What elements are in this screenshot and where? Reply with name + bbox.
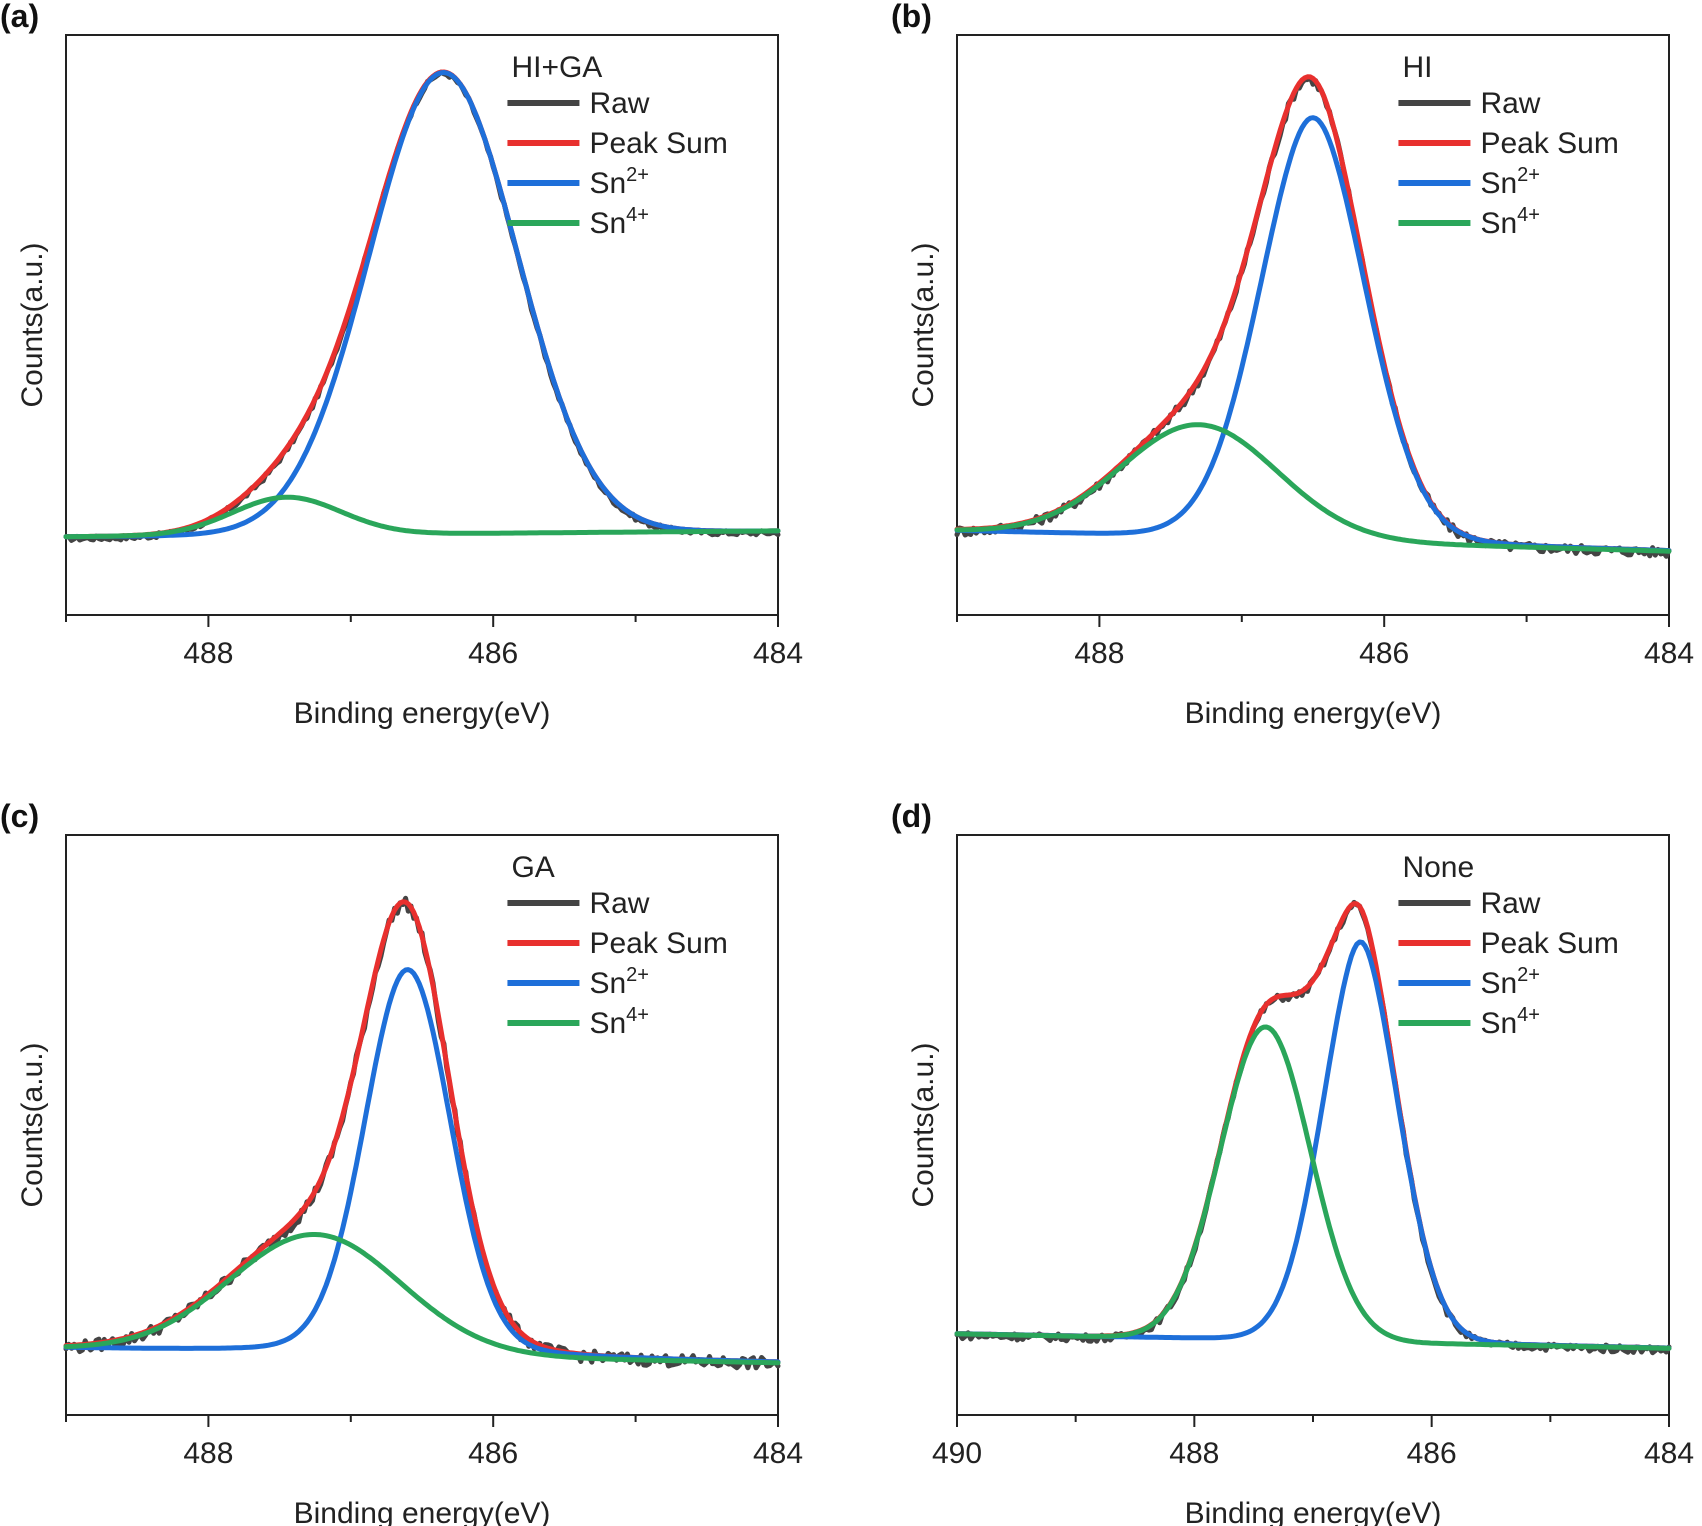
x-tick-label: 486: [468, 1437, 518, 1470]
panel-c: 488 486 484 Binding energy(eV) Counts(a.u.) (…: [0, 798, 803, 1526]
panel-b: 488 486 484 Binding energy(eV) Counts(a.u.) (…: [891, 0, 1694, 730]
panel-label: (c): [0, 798, 39, 834]
x-tick-label: 486: [1407, 1437, 1457, 1470]
plot-frame: [65, 34, 779, 616]
raw-series-line: [954, 899, 1672, 1356]
sn4-series-line: [63, 1232, 781, 1366]
y-axis-label: Counts(a.u.): [907, 242, 940, 407]
x-tick-label: 486: [1359, 637, 1409, 670]
x-tick-label: 488: [1169, 1437, 1219, 1470]
x-tick-label: 490: [932, 1437, 982, 1470]
legend-title: None: [1402, 851, 1474, 884]
legend-entry: Sn2+: [589, 964, 649, 1000]
legend-entry: Sn4+: [1480, 204, 1540, 240]
x-tick-label: 488: [183, 637, 233, 670]
sn4-series-line: [954, 1024, 1672, 1351]
x-axis-label: Binding energy(eV): [1185, 697, 1442, 730]
panel-label: (d): [891, 798, 932, 834]
x-tick-label: 488: [183, 1437, 233, 1470]
legend-title: GA: [511, 851, 554, 884]
x-axis-label: Binding energy(eV): [1185, 1497, 1442, 1526]
legend-entry: Sn2+: [1480, 164, 1540, 200]
legend-entry: Peak Sum: [589, 927, 727, 960]
sn2-series-line: [954, 115, 1672, 554]
plot-frame: [956, 834, 1670, 1416]
y-axis-label: Counts(a.u.): [16, 1042, 49, 1207]
peak-sum-series-line: [954, 901, 1672, 1351]
panel-label: (b): [891, 0, 932, 34]
sn2-series-line: [954, 939, 1672, 1351]
panel-d: 490 488 486 484 Binding energy(eV) Counts(a.u…: [891, 798, 1694, 1526]
legend-entry: Peak Sum: [589, 127, 727, 160]
legend-entry: Sn2+: [1480, 964, 1540, 1000]
legend-entry: Sn4+: [589, 1004, 649, 1040]
sn2-series-line: [63, 70, 781, 540]
raw-series-line: [63, 895, 781, 1371]
legend-entry: Raw: [589, 887, 649, 920]
panel-label: (a): [0, 0, 39, 34]
legend-title: HI: [1402, 51, 1432, 84]
x-tick-label: 484: [753, 637, 803, 670]
legend-entry: Sn4+: [589, 204, 649, 240]
sn4-series-line: [954, 422, 1672, 554]
plot-frame: [956, 34, 1670, 616]
legend-entry: Raw: [1480, 87, 1540, 120]
legend-entry: Sn2+: [589, 164, 649, 200]
peak-sum-series-line: [63, 899, 781, 1365]
x-tick-label: 488: [1074, 637, 1124, 670]
legend-entry: Raw: [1480, 887, 1540, 920]
x-tick-label: 484: [753, 1437, 803, 1470]
legend-entry: Peak Sum: [1480, 127, 1618, 160]
y-axis-label: Counts(a.u.): [907, 1042, 940, 1207]
x-tick-label: 486: [468, 637, 518, 670]
legend-entry: Sn4+: [1480, 1004, 1540, 1040]
y-axis-label: Counts(a.u.): [16, 242, 49, 407]
legend-entry: Raw: [589, 87, 649, 120]
x-axis-label: Binding energy(eV): [294, 697, 551, 730]
legend-title: HI+GA: [511, 51, 602, 84]
panel-a: 488 486 484 Binding energy(eV) Counts(a.u.) (…: [0, 0, 803, 730]
legend-entry: Peak Sum: [1480, 927, 1618, 960]
plot-frame: [65, 834, 779, 1416]
x-tick-label: 484: [1644, 1437, 1694, 1470]
x-axis-label: Binding energy(eV): [294, 1497, 551, 1526]
sn4-series-line: [63, 494, 781, 540]
x-tick-label: 484: [1644, 637, 1694, 670]
